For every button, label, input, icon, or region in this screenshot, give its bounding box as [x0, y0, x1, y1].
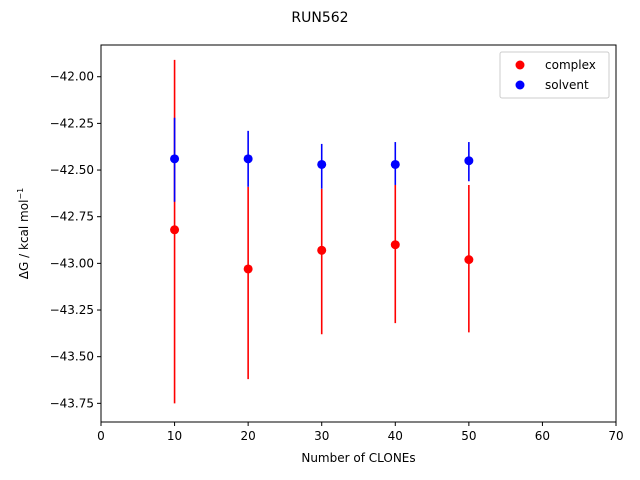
plot-frame: [100, 44, 617, 423]
solvent-point: [464, 156, 474, 166]
complex-point: [390, 240, 400, 250]
legend-label-solvent: solvent: [545, 78, 589, 92]
y-axis-label-main: ΔG / kcal mol: [17, 200, 31, 280]
x-axis-label: Number of CLONEs: [301, 451, 415, 465]
y-tick-label: −43.25: [50, 303, 94, 317]
x-tick-label: 10: [167, 429, 182, 443]
solvent-point: [170, 154, 180, 164]
legend-box: [499, 51, 610, 99]
x-tick-label: 50: [461, 429, 476, 443]
solvent-point: [390, 159, 400, 169]
y-tick-label: −43.75: [50, 396, 94, 410]
y-axis-label: ΔG / kcal mol−1: [16, 188, 31, 279]
complex-point: [243, 264, 253, 274]
y-tick-label: −42.00: [50, 70, 94, 84]
axis-ticks: 0 10 20 30 40 50 60 70 −42.00 −42.25 −42.50 −42.75 −…: [50, 70, 624, 443]
complex-point: [317, 245, 327, 255]
y-axis-label-sup: −1: [16, 188, 25, 200]
x-tick-label: 40: [388, 429, 403, 443]
x-tick-label: 0: [97, 429, 105, 443]
x-tick-label: 70: [608, 429, 623, 443]
y-tick-label: −42.75: [50, 210, 94, 224]
solvent-point: [243, 154, 253, 164]
legend-marker-complex: [515, 60, 525, 70]
complex-point: [170, 225, 180, 235]
complex-point: [464, 255, 474, 265]
x-tick-label: 60: [535, 429, 550, 443]
x-tick-label: 20: [241, 429, 256, 443]
y-tick-label: −43.00: [50, 256, 94, 270]
plot-area: [170, 59, 474, 404]
legend-label-complex: complex: [545, 58, 596, 72]
y-tick-label: −42.25: [50, 116, 94, 130]
legend: complex solvent: [499, 51, 610, 99]
y-tick-label: −42.50: [50, 163, 94, 177]
solvent-point: [317, 159, 327, 169]
x-tick-label: 30: [314, 429, 329, 443]
y-tick-label: −43.50: [50, 350, 94, 364]
legend-marker-solvent: [515, 80, 525, 90]
chart-title: RUN562: [291, 10, 348, 26]
